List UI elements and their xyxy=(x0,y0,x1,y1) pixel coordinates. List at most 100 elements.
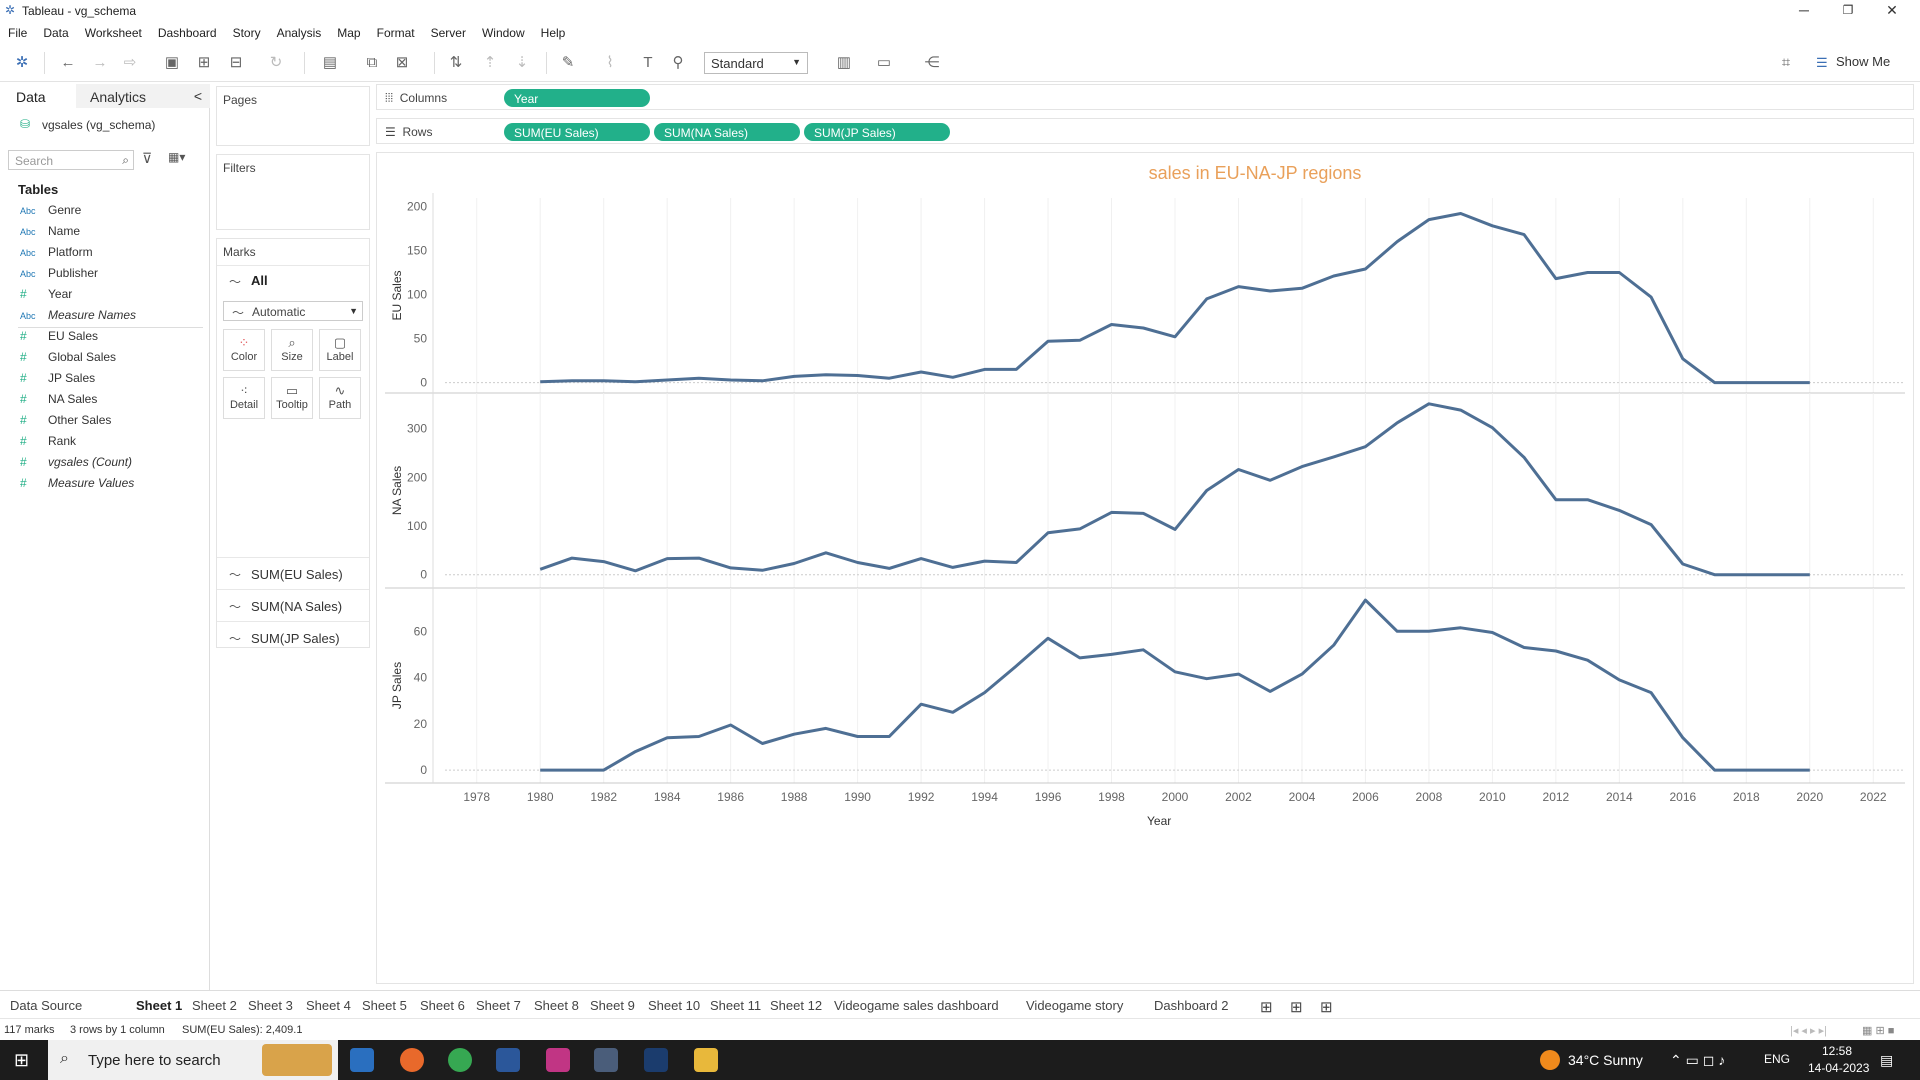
undo-icon[interactable]: ← xyxy=(60,54,76,71)
highlight-icon[interactable]: ✎ xyxy=(561,54,575,71)
sheet-tab[interactable]: Sheet 10 xyxy=(648,998,701,1013)
field-item[interactable]: # Rank xyxy=(20,434,205,455)
menu-format[interactable]: Format xyxy=(376,26,415,40)
sheet-tab[interactable]: Sheet 4 xyxy=(306,998,351,1013)
show-hide-cards-icon[interactable]: ▥ xyxy=(836,54,852,71)
detail-button[interactable]: ⁖ Detail xyxy=(223,377,265,419)
mark-type-select[interactable]: 〜 Automatic ▼ xyxy=(223,301,363,321)
menu-data[interactable]: Data xyxy=(43,26,69,40)
swap-rows-columns-icon[interactable]: ⇅ xyxy=(449,54,463,71)
field-item[interactable]: # NA Sales xyxy=(20,392,205,413)
presentation-mode-icon[interactable]: ▭ xyxy=(876,54,892,71)
tableau-app-icon[interactable] xyxy=(594,1048,618,1072)
field-item[interactable]: # vgsales (Count) xyxy=(20,455,205,476)
new-worksheet-icon[interactable]: ▤ xyxy=(322,54,338,71)
sheet-tab[interactable]: Sheet 12 xyxy=(770,998,823,1013)
new-worksheet-tab-icon[interactable]: ⊞ xyxy=(1260,999,1273,1016)
pages-card[interactable]: Pages xyxy=(216,86,370,146)
menu-map[interactable]: Map xyxy=(337,26,361,40)
pill-year[interactable]: Year xyxy=(504,89,650,107)
filters-card[interactable]: Filters xyxy=(216,154,370,230)
field-item[interactable]: # JP Sales xyxy=(20,371,205,392)
field-item[interactable]: Abc Measure Names xyxy=(20,308,205,329)
field-item[interactable]: Abc Platform xyxy=(20,245,205,266)
sheet-tab[interactable]: Sheet 11 xyxy=(710,998,762,1013)
field-item[interactable]: Abc Genre xyxy=(20,203,205,224)
collapse-pane-icon[interactable]: < xyxy=(193,88,202,104)
path-button[interactable]: ∿ Path xyxy=(319,377,361,419)
refresh-icon[interactable]: ↻ xyxy=(269,54,283,71)
new-story-tab-icon[interactable]: ⊞ xyxy=(1320,999,1333,1016)
color-button[interactable]: ⁘ Color xyxy=(223,329,265,371)
language-indicator[interactable]: ENG xyxy=(1764,1052,1791,1066)
instagram-app-icon[interactable] xyxy=(546,1048,570,1072)
fix-axes-icon[interactable]: ⚲ xyxy=(672,54,684,71)
word-app-icon[interactable] xyxy=(496,1048,520,1072)
rows-shelf[interactable]: ☰ Rows SUM(EU Sales) SUM(NA Sales) SUM(J… xyxy=(376,118,1914,144)
windows-start-icon[interactable]: ⊞ xyxy=(14,1050,30,1070)
measure-row-eu[interactable]: 〜 SUM(EU Sales) xyxy=(217,557,369,587)
label-button[interactable]: ▢ Label xyxy=(319,329,361,371)
redo-icon[interactable]: → xyxy=(92,54,108,71)
pill-sum-eu-sales[interactable]: SUM(EU Sales) xyxy=(504,123,650,141)
new-datasource-icon[interactable]: ⊞ xyxy=(197,54,211,71)
view-mode-icon[interactable]: ▦ ⊞ ■ xyxy=(1862,1025,1895,1037)
fit-select[interactable]: Standard ▼ xyxy=(704,52,808,74)
clear-sheet-icon[interactable]: ⊠ xyxy=(395,54,409,71)
calculator-app-icon[interactable] xyxy=(350,1048,374,1072)
series-line[interactable] xyxy=(539,402,1810,577)
new-dashboard-tab-icon[interactable]: ⊞ xyxy=(1290,999,1303,1016)
field-item[interactable]: Abc Publisher xyxy=(20,266,205,287)
pill-sum-jp-sales[interactable]: SUM(JP Sales) xyxy=(804,123,950,141)
replay-icon[interactable]: ⇨ xyxy=(123,54,137,71)
sheet-tab[interactable]: Sheet 8 xyxy=(534,998,579,1013)
field-item[interactable]: Abc Name xyxy=(20,224,205,245)
field-item[interactable]: # Other Sales xyxy=(20,413,205,434)
clock-date[interactable]: 14-04-2023 xyxy=(1808,1061,1870,1075)
weather-text[interactable]: 34°C Sunny xyxy=(1568,1052,1643,1068)
filter-icon[interactable]: ⊽ xyxy=(142,150,153,166)
duplicate-sheet-icon[interactable]: ⧉ xyxy=(366,54,378,71)
series-line[interactable] xyxy=(540,598,1810,772)
menu-dashboard[interactable]: Dashboard xyxy=(157,26,217,40)
tableau-home-icon[interactable]: ✲ xyxy=(15,54,29,71)
field-item[interactable]: # Year xyxy=(20,287,205,308)
firefox-app-icon[interactable] xyxy=(400,1048,424,1072)
sheet-tab[interactable]: Videogame story xyxy=(1026,998,1124,1013)
menu-file[interactable]: File xyxy=(8,26,28,40)
sheet-tab[interactable]: Sheet 3 xyxy=(248,998,293,1013)
measure-row-na[interactable]: 〜 SUM(NA Sales) xyxy=(217,589,369,619)
sheet-tab[interactable]: Dashboard 2 xyxy=(1154,998,1229,1013)
sort-ascending-icon[interactable]: ⇡ xyxy=(483,54,497,71)
field-item[interactable]: # EU Sales xyxy=(20,329,205,350)
mysql-workbench-app-icon[interactable] xyxy=(644,1048,668,1072)
show-me-button[interactable]: Show Me xyxy=(1836,54,1891,69)
sort-descending-icon[interactable]: ⇣ xyxy=(515,54,529,71)
file-explorer-app-icon[interactable] xyxy=(694,1048,718,1072)
columns-shelf[interactable]: ⦙⦙⦙ Columns Year xyxy=(376,84,1914,110)
menu-worksheet[interactable]: Worksheet xyxy=(84,26,142,40)
data-source-tab[interactable]: Data Source xyxy=(10,998,83,1013)
taskbar-search[interactable]: ⌕ Type here to search xyxy=(48,1040,338,1080)
ask-data-icon[interactable]: ⌗ xyxy=(1781,54,1791,71)
tab-analytics[interactable]: Analytics < xyxy=(76,84,210,108)
show-mark-labels-icon[interactable]: T xyxy=(643,54,653,71)
tab-data[interactable]: Data xyxy=(0,84,76,108)
marks-all-row[interactable]: 〜 All xyxy=(217,265,369,295)
series-line[interactable] xyxy=(540,212,1810,385)
menu-help[interactable]: Help xyxy=(540,26,566,40)
close-icon[interactable]: ✕ xyxy=(1886,2,1898,18)
sheet-tab[interactable]: Sheet 7 xyxy=(476,998,521,1013)
restore-icon[interactable]: ❐ xyxy=(1842,3,1854,17)
share-icon[interactable]: ⋲ xyxy=(924,54,940,71)
sheet-tab[interactable]: Sheet 2 xyxy=(192,998,237,1013)
field-item[interactable]: # Measure Values xyxy=(20,476,205,497)
chrome-app-icon[interactable] xyxy=(448,1048,472,1072)
size-button[interactable]: ⌕ Size xyxy=(271,329,313,371)
minimize-icon[interactable]: ─ xyxy=(1799,2,1809,18)
search-input[interactable]: Search ⌕ xyxy=(8,150,134,170)
menu-analysis[interactable]: Analysis xyxy=(276,26,322,40)
tooltip-button[interactable]: ▭ Tooltip xyxy=(271,377,313,419)
line-chart[interactable]: sales in EU-NA-JP regions050100150200EU … xyxy=(377,153,1913,983)
sheet-tab[interactable]: Videogame sales dashboard xyxy=(834,998,999,1013)
